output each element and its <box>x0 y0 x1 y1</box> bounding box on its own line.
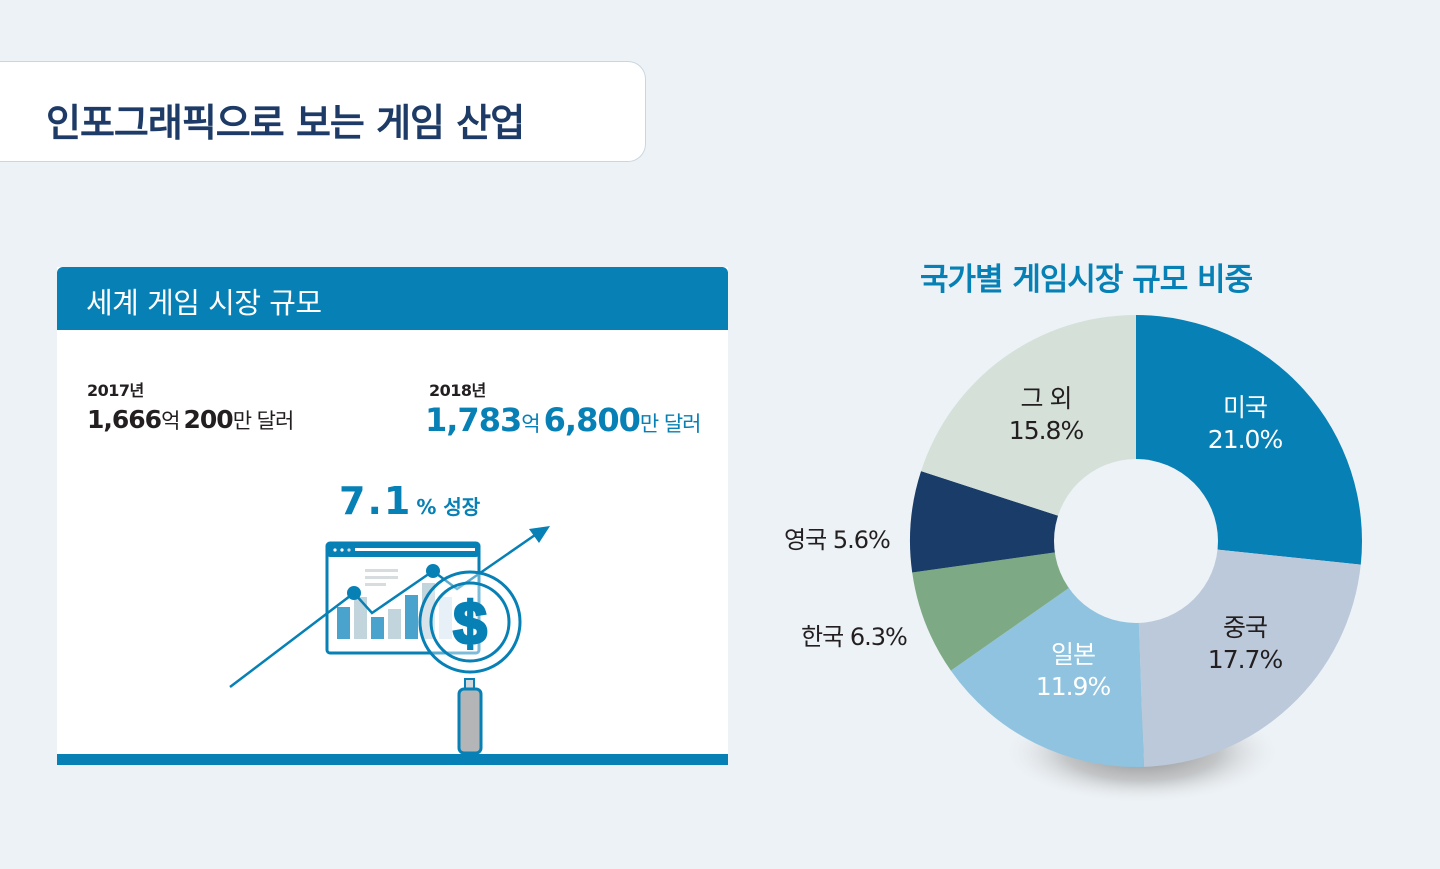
card-bottom-bar <box>57 754 728 765</box>
browser-bar-chart-icon <box>325 541 481 655</box>
chart-title: 국가별 게임시장 규모 비중 <box>920 262 1253 298</box>
growth-value: 7.1 <box>339 479 413 523</box>
growth-rate: 7.1% 성장 <box>339 479 480 523</box>
slice-label-others: 그 외 15.8% <box>1008 384 1084 445</box>
donut-chart-svg <box>910 315 1362 804</box>
amount-2018-eok: 1,783 <box>425 401 522 439</box>
year-2018-label: 2018년 <box>429 381 486 400</box>
trend-up-arrow-icon <box>229 526 550 688</box>
amount-2018: 1,783억 6,800만 달러 <box>425 401 701 439</box>
growth-unit: % 성장 <box>416 495 481 519</box>
donut-chart: 미국 21.0% 중국 17.7% 일본 11.9% 그 외 15.8% <box>880 290 1400 830</box>
slice-label-japan: 일본 11.9% <box>1035 640 1111 701</box>
amount-2017: 1,666억 200만 달러 <box>87 405 295 435</box>
slice-label-usa: 미국 21.0% <box>1207 393 1283 454</box>
market-size-card: 세계 게임 시장 규모 2017년 1,666억 200만 달러 2018년 1… <box>57 267 728 765</box>
outer-label-korea: 한국 6.3% <box>801 623 908 651</box>
market-size-title: 세계 게임 시장 규모 <box>86 286 322 320</box>
amount-2018-man: 6,800 <box>543 401 641 439</box>
title-box: 인포그래픽으로 보는 게임 산업 <box>0 61 646 162</box>
slice-label-china: 중국 17.7% <box>1207 613 1283 674</box>
man-unit: 만 달러 <box>232 409 295 433</box>
outer-label-uk: 영국 5.6% <box>784 526 891 554</box>
svg-text:$: $ <box>453 590 486 657</box>
amount-2017-man: 200 <box>183 405 234 434</box>
market-size-header: 세계 게임 시장 규모 <box>57 267 728 330</box>
eok-unit: 억 <box>521 412 540 436</box>
eok-unit: 억 <box>161 409 180 433</box>
page-title: 인포그래픽으로 보는 게임 산업 <box>46 101 525 145</box>
svg-text:$: $ <box>453 590 486 657</box>
man-unit: 만 달러 <box>639 412 702 436</box>
donut-hole <box>1054 459 1218 623</box>
amount-2017-eok: 1,666 <box>87 405 162 434</box>
magnifier-dollar-icon: $ $ <box>418 570 522 755</box>
growth-illustration: $ $ <box>229 526 550 755</box>
year-2017-label: 2017년 <box>87 381 144 400</box>
